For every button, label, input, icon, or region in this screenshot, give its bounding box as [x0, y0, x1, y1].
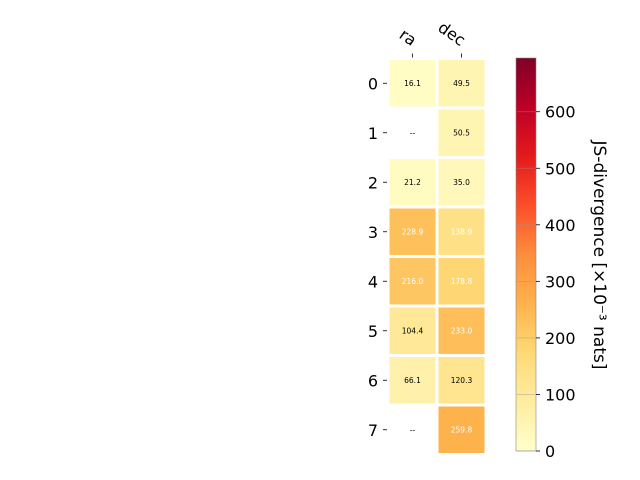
- colorbar-label: JS-divergence [×10⁻³ nats]: [589, 140, 609, 370]
- heatmap-cell-1-dec: [438, 109, 485, 156]
- y-tick-label: 7: [368, 421, 378, 440]
- heatmap-cell-5-dec: [438, 307, 485, 354]
- x-axis-ticks: ra dec: [396, 18, 469, 58]
- cell-value-label: 216.0: [402, 277, 424, 286]
- heatmap-cell-3-dec: [438, 208, 485, 255]
- y-axis-ticks: 0 1 2 3 4 5 6 7: [368, 74, 387, 440]
- heatmap-cell-7-dec: [438, 406, 485, 453]
- heatmap-cell-0-dec: [438, 60, 485, 107]
- cell-value-label: 138.9: [451, 227, 473, 236]
- colorbar-tick-label: 100: [545, 385, 576, 404]
- y-tick-label: 3: [368, 223, 378, 242]
- cell-value-label: --: [410, 425, 416, 434]
- colorbar-tick-label: 200: [545, 329, 576, 348]
- heatmap-cell-6-dec: [438, 357, 485, 404]
- colorbar-gradient: [515, 57, 537, 452]
- x-tick-label: dec: [435, 18, 469, 50]
- heatmap-cell-4-ra: [389, 258, 436, 305]
- cell-value-label: 178.8: [451, 277, 473, 286]
- cell-value-label: 259.8: [451, 425, 473, 434]
- cell-value-label: 228.9: [402, 227, 424, 236]
- cell-value-label: 120.3: [451, 376, 473, 385]
- colorbar-tick-label: 400: [545, 216, 576, 235]
- heatmap-cell-4-dec: [438, 258, 485, 305]
- cell-value-label: 21.2: [404, 178, 421, 187]
- heatmap-cell-6-ra: [389, 357, 436, 404]
- heatmap-cell-2-dec: [438, 159, 485, 206]
- cell-value-label: 50.5: [453, 128, 470, 137]
- cell-value-label: 49.5: [453, 79, 470, 88]
- cell-value-label: 16.1: [404, 79, 421, 88]
- heatmap-cell-2-ra: [389, 159, 436, 206]
- colorbar-tick-label: 0: [545, 442, 555, 461]
- cell-value-label: 35.0: [453, 178, 470, 187]
- cell-value-label: 104.4: [402, 326, 424, 335]
- colorbar-tick-label: 300: [545, 272, 576, 291]
- y-tick-label: 1: [368, 124, 378, 143]
- heatmap-cell-5-ra: [389, 307, 436, 354]
- heatmap-grid: 16.1 49.5 -- 50.5 21.2 35.0 228.9 138.9 216.0 178…: [389, 60, 485, 453]
- colorbar-ticks: 0 100 200 300 400 500 600: [517, 103, 576, 461]
- y-tick-label: 5: [368, 322, 378, 341]
- y-tick-label: 2: [368, 173, 378, 192]
- cell-value-label: 66.1: [404, 376, 421, 385]
- colorbar-tick-label: 500: [545, 159, 576, 178]
- y-tick-label: 4: [368, 272, 378, 291]
- y-tick-label: 6: [368, 371, 378, 390]
- colorbar: 0 100 200 300 400 500 600 JS-divergence [×10⁻³…: [515, 57, 609, 461]
- cell-value-label: 233.0: [451, 326, 473, 335]
- heatmap-cell-0-ra: [389, 60, 436, 107]
- colorbar-tick-label: 600: [545, 103, 576, 122]
- heatmap-cell-3-ra: [389, 208, 436, 255]
- x-tick-label: ra: [396, 25, 420, 50]
- y-tick-label: 0: [368, 74, 378, 93]
- cell-value-label: --: [410, 128, 416, 137]
